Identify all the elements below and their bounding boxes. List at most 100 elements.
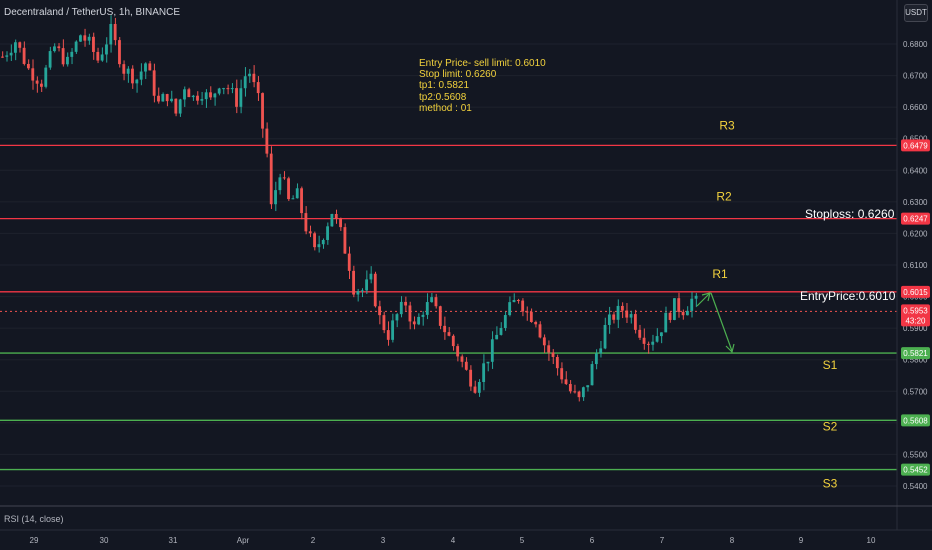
y-tick-label: 0.5500 (903, 450, 928, 459)
candle-body (599, 348, 603, 354)
candle-body (5, 55, 9, 57)
candle-body (668, 312, 672, 320)
candle-body (672, 298, 676, 320)
level-tag-r3 (901, 139, 930, 152)
candle-body (512, 300, 516, 303)
candle-body (261, 93, 264, 129)
x-tick-label: 6 (590, 536, 595, 545)
candle-body (256, 82, 260, 94)
candle-body (70, 51, 74, 57)
candle-body (96, 51, 100, 61)
candle-body (105, 44, 108, 55)
candle-body (655, 336, 659, 342)
candle-body (555, 356, 559, 369)
y-tick-label: 0.5900 (903, 324, 928, 333)
candle-body (74, 41, 78, 52)
level-price-s3: 0.5452 (903, 466, 928, 475)
candle-body (157, 95, 160, 102)
candle-body (633, 314, 637, 330)
currency-button[interactable]: USDT (904, 4, 928, 22)
candle-body (230, 88, 234, 90)
projection-arrow-up-head (701, 292, 711, 302)
candle-body (516, 300, 520, 302)
candle-body (209, 92, 212, 98)
candle-body (430, 297, 434, 303)
projection-arrow-down-head (725, 343, 735, 354)
candle-body (144, 63, 147, 72)
level-tag-s3 (901, 463, 930, 476)
candle-body (165, 94, 169, 102)
candle-body (92, 36, 95, 52)
price-axis[interactable]: 0.6800 0.6700 0.6600 0.6500 0.6400 0.6300 0.62… (901, 40, 930, 491)
note-entry: Entry Price- sell limit: 0.6010 (419, 58, 546, 69)
candle-body (343, 227, 347, 254)
candle-body (313, 233, 316, 248)
candle-body (304, 213, 308, 232)
candle-body (399, 301, 403, 315)
candle-body (629, 314, 633, 318)
note-tp1: tp1: 0.5821 (419, 80, 470, 92)
candle-body (295, 188, 299, 199)
candle-body (339, 218, 342, 228)
candle-body (226, 88, 230, 90)
candle-body (685, 310, 689, 316)
candle-body (651, 341, 655, 345)
candle-body (365, 279, 369, 291)
candle-body (334, 214, 338, 219)
x-tick-label: 9 (799, 536, 804, 545)
candle-body (274, 190, 277, 205)
candle-body (577, 391, 581, 398)
candle-body (603, 324, 607, 349)
candle-body (547, 345, 551, 353)
candle-body (213, 93, 217, 98)
candle-body (564, 379, 568, 385)
y-tick-label: 0.6800 (903, 40, 928, 49)
candle-body (568, 384, 572, 392)
y-tick-label: 0.6100 (903, 261, 928, 270)
candle-body (642, 337, 646, 344)
candle-body (360, 290, 364, 292)
candle-body (14, 42, 17, 53)
candle-body (421, 314, 425, 317)
x-tick-label: 29 (30, 536, 39, 545)
candle-body (118, 40, 121, 65)
note-tp2: tp2:0.5608 (419, 91, 467, 103)
candle-body (317, 244, 321, 248)
candle-body (495, 334, 499, 340)
candle-body (79, 35, 82, 42)
candle-body (204, 92, 208, 100)
candle-body (248, 73, 251, 77)
candle-body (152, 70, 156, 96)
level-price-r1: 0.6015 (903, 288, 928, 297)
symbol-title: Decentraland / TetherUS, 1h, BINANCE (4, 7, 181, 18)
candle-body (31, 68, 35, 81)
candle-body (83, 35, 87, 41)
candle-body (581, 387, 585, 398)
candle-body (590, 364, 594, 386)
candle-body (222, 88, 225, 90)
candle-body (447, 332, 451, 336)
candle-body (191, 95, 195, 98)
candle-body (594, 353, 598, 365)
candle-body (664, 312, 668, 333)
time-axis[interactable]: 29 30 31 Apr 2 3 4 5 6 7 8 9 10 (30, 536, 876, 545)
y-tick-label: 0.6400 (903, 166, 928, 175)
candle-body (456, 346, 460, 357)
x-tick-label: 30 (100, 536, 109, 545)
candle-body (269, 153, 273, 205)
candles (1, 15, 698, 402)
note-stop: Stop limit: 0.6260 (419, 69, 497, 81)
level-tag-r2 (901, 212, 930, 225)
rsi-indicator-label[interactable]: RSI (14, close) (4, 514, 64, 524)
level-name-r2: R2 (716, 190, 732, 204)
candle-body (525, 311, 529, 313)
candle-body (460, 356, 464, 362)
candle-body (586, 385, 590, 388)
y-tick-label: 0.6700 (903, 72, 928, 81)
y-tick-label: 0.6500 (903, 135, 928, 144)
candle-body (638, 329, 642, 338)
candle-body (1, 56, 4, 58)
trade-plan-note: Entry Price- sell limit: 0.6010 Stop lim… (419, 58, 546, 114)
candle-body (425, 302, 429, 315)
